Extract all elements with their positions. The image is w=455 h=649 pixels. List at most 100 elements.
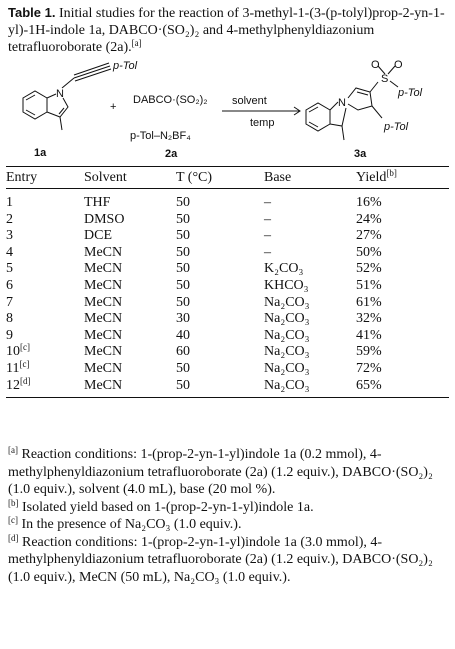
cell-text: DMSO — [84, 211, 125, 227]
table-cell: Na₂CO₃ — [264, 377, 356, 399]
bond — [329, 107, 347, 127]
header-text: Solvent — [84, 170, 127, 185]
reagent: DABCO·(SO₂)₂ — [133, 94, 208, 106]
cell-text: MeCN — [84, 244, 123, 260]
cell-text: Na₂CO₃ — [264, 377, 310, 393]
compound-label: 3a — [354, 148, 367, 160]
table-cell: 50 — [176, 189, 264, 212]
footnote: [c] In the presence of Na₂CO₃ (1.0 equiv… — [8, 516, 448, 534]
cell-text: KHCO₃ — [264, 277, 309, 293]
header-text: Base — [264, 170, 292, 185]
table-cell: – — [264, 212, 356, 229]
footnote-text: Reaction conditions: 1-(prop-2-yn-1-yl)i… — [8, 534, 433, 585]
table-cell: 1 — [6, 189, 84, 212]
bond — [329, 101, 339, 111]
table-cell: 50 — [176, 361, 264, 378]
table-cell: 7 — [6, 295, 84, 312]
cell-text: DCE — [84, 228, 112, 244]
table-cell: 52% — [356, 261, 449, 278]
cell-text: – — [264, 211, 271, 227]
entry-number: 4 — [6, 244, 13, 260]
caption-text: Initial studies for the reaction of 3-me… — [8, 6, 445, 55]
cell-text: MeCN — [84, 261, 123, 277]
pyrrole-ring — [347, 87, 373, 111]
table-cell: 24% — [356, 212, 449, 229]
bond — [371, 105, 383, 119]
entry-note: [c] — [20, 342, 30, 353]
cell-text: 51% — [356, 277, 382, 293]
table-cell: 50 — [176, 228, 264, 245]
caption-label: Table 1. — [8, 5, 56, 20]
atom-label: N — [56, 88, 64, 100]
table-cell: 8 — [6, 311, 84, 328]
substituent: p-Tol — [397, 87, 423, 99]
footnote: [a] Reaction conditions: 1-(prop-2-yn-1-… — [8, 446, 448, 499]
table-cell: MeCN — [84, 361, 176, 378]
cell-text: MeCN — [84, 327, 123, 343]
cell-text: 50 — [176, 228, 190, 244]
cell-text: MeCN — [84, 294, 123, 310]
footnote-marker: [a] — [8, 445, 18, 455]
footnote-text: Reaction conditions: 1-(prop-2-yn-1-yl)i… — [8, 447, 433, 497]
cell-text: 50 — [176, 195, 190, 210]
cell-text: 50 — [176, 261, 190, 277]
table-cell: DCE — [84, 228, 176, 245]
bond — [73, 65, 111, 79]
table-cell: – — [264, 245, 356, 262]
table-cell: 50 — [176, 377, 264, 399]
bond — [377, 65, 386, 75]
table-cell: 50% — [356, 245, 449, 262]
cell-text: 50% — [356, 244, 382, 260]
table-cell: 27% — [356, 228, 449, 245]
cell-text: MeCN — [84, 311, 123, 327]
table-row: 10[c] MeCN 60 Na₂CO₃ 59% — [6, 342, 449, 361]
table-cell: 32% — [356, 311, 449, 328]
cell-text: MeCN — [84, 277, 123, 293]
column-header: Solvent — [84, 166, 176, 189]
cell-text: – — [264, 244, 271, 260]
table-cell: MeCN — [84, 311, 176, 328]
cell-text: 50 — [176, 211, 190, 227]
cell-text: 72% — [356, 360, 382, 376]
table-cell: 4 — [6, 245, 84, 262]
cell-text: 52% — [356, 261, 382, 277]
table-cell: Na₂CO₃ — [264, 344, 356, 361]
entry-number: 7 — [6, 294, 13, 310]
cell-text: Na₂CO₃ — [264, 311, 310, 327]
cell-text: THF — [84, 195, 111, 210]
table-cell: 11[c] — [6, 359, 84, 378]
table-cell: 30 — [176, 311, 264, 328]
substituent: p-Tol — [383, 121, 409, 133]
condition: solvent — [232, 95, 267, 107]
entry-number: 11 — [6, 360, 20, 376]
bond — [308, 121, 319, 128]
cell-text: – — [264, 195, 271, 210]
table-cell: KHCO₃ — [264, 278, 356, 295]
table-cell: 2 — [6, 212, 84, 229]
cell-text: 59% — [356, 344, 382, 360]
cell-text: 41% — [356, 327, 382, 343]
entry-number: 12 — [6, 377, 20, 393]
cell-text: MeCN — [84, 360, 123, 376]
footnote-marker: [c] — [8, 515, 18, 525]
bond — [46, 93, 57, 99]
table-cell: Na₂CO₃ — [264, 361, 356, 378]
table-row: 4 MeCN 50 – 50% — [6, 245, 449, 262]
footnote-marker: [b] — [8, 497, 19, 508]
table-row: 11[c] MeCN 50 Na₂CO₃ 72% — [6, 359, 449, 378]
cell-text: 27% — [356, 228, 382, 244]
table-cell: THF — [84, 189, 176, 212]
atom-label: O — [371, 60, 380, 71]
entry-number: 3 — [6, 228, 13, 244]
column-header: Entry — [6, 166, 84, 189]
entry-number: 2 — [6, 211, 13, 227]
footnotes: [a] Reaction conditions: 1-(prop-2-yn-1-… — [8, 446, 448, 586]
bond — [61, 77, 75, 89]
header-note: [b] — [386, 168, 397, 178]
bond — [25, 94, 36, 101]
cell-text: MeCN — [84, 377, 123, 393]
bond — [387, 65, 396, 75]
table-cell: 50 — [176, 245, 264, 262]
table-cell: 16% — [356, 189, 449, 212]
